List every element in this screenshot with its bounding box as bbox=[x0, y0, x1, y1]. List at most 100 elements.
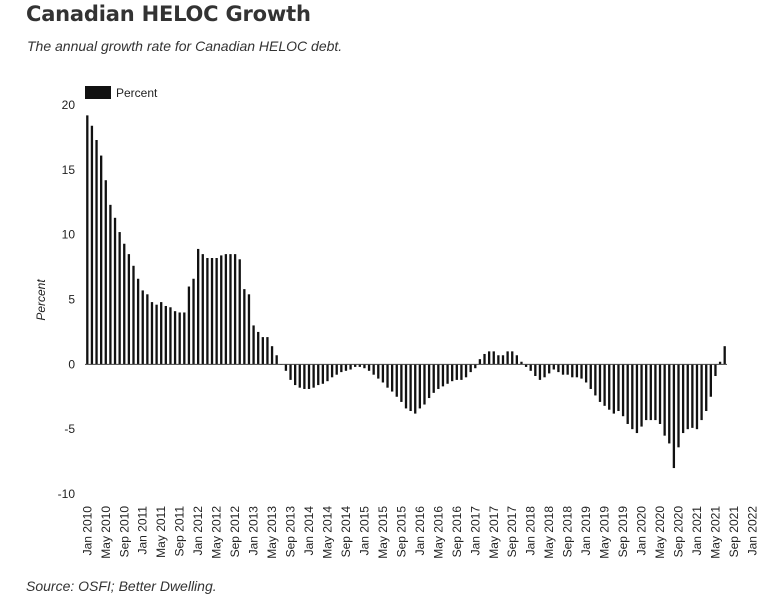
x-tick-label: Jan 2017 bbox=[468, 506, 482, 556]
bar bbox=[197, 248, 200, 365]
x-tick-labels: Jan 2010 May 2010 Sep 2010 Jan 2011 May 2011… bbox=[80, 506, 759, 559]
bar bbox=[141, 290, 144, 365]
bar-series bbox=[86, 115, 726, 469]
bar bbox=[515, 355, 518, 365]
bar bbox=[270, 346, 274, 365]
bar bbox=[95, 140, 98, 365]
bar bbox=[238, 259, 241, 365]
x-tick-label: Jan 2012 bbox=[191, 506, 205, 556]
x-tick-label: May 2019 bbox=[598, 506, 612, 559]
bar bbox=[543, 364, 546, 378]
bar bbox=[247, 294, 251, 365]
bar bbox=[132, 265, 135, 365]
x-tick-label: Sep 2016 bbox=[450, 506, 464, 558]
bar bbox=[146, 294, 149, 365]
bar bbox=[511, 351, 514, 365]
bar bbox=[173, 311, 177, 365]
bar bbox=[469, 364, 472, 373]
x-tick-label: Sep 2021 bbox=[727, 506, 741, 558]
bar bbox=[557, 364, 560, 373]
bar bbox=[381, 364, 385, 383]
x-tick-label: Jan 2011 bbox=[136, 506, 150, 555]
bar bbox=[460, 364, 463, 380]
x-tick-label: May 2011 bbox=[154, 506, 168, 558]
y-tick-label: 15 bbox=[62, 163, 76, 177]
bar bbox=[612, 364, 615, 414]
bar bbox=[640, 364, 643, 427]
bar bbox=[705, 364, 708, 412]
bar bbox=[427, 364, 431, 399]
bar bbox=[658, 364, 662, 424]
x-tick-label: Sep 2012 bbox=[228, 506, 242, 558]
x-tick-label: Jan 2019 bbox=[579, 506, 593, 556]
bar bbox=[668, 364, 671, 444]
bar bbox=[206, 258, 209, 365]
bar bbox=[497, 355, 500, 365]
x-tick-label: Jan 2013 bbox=[247, 506, 261, 556]
bar bbox=[233, 254, 237, 365]
bar bbox=[86, 115, 89, 365]
bar bbox=[561, 364, 565, 375]
bar bbox=[681, 364, 685, 434]
bar bbox=[224, 254, 228, 365]
bar bbox=[432, 364, 435, 393]
bar bbox=[289, 364, 292, 380]
bar bbox=[150, 302, 154, 365]
bar bbox=[529, 364, 532, 371]
bar bbox=[321, 364, 325, 384]
y-tick-label: -5 bbox=[64, 422, 75, 436]
bar bbox=[229, 254, 232, 365]
bar bbox=[344, 364, 348, 371]
x-tick-label: May 2010 bbox=[99, 506, 113, 559]
bar bbox=[423, 364, 426, 405]
y-tick-label: 20 bbox=[62, 98, 76, 112]
x-tick-label: May 2016 bbox=[431, 506, 445, 559]
x-tick-label: Jan 2016 bbox=[413, 506, 427, 556]
bar bbox=[483, 353, 486, 365]
bar bbox=[594, 364, 597, 396]
x-tick-label: Sep 2020 bbox=[672, 506, 686, 558]
bar bbox=[691, 364, 694, 428]
bar bbox=[100, 155, 103, 365]
bar bbox=[520, 361, 523, 365]
x-tick-label: Sep 2015 bbox=[394, 506, 408, 558]
bar bbox=[118, 232, 121, 365]
bar bbox=[340, 364, 343, 373]
bar bbox=[109, 204, 112, 365]
bar bbox=[317, 364, 320, 386]
y-axis-title: Percent bbox=[34, 279, 48, 321]
x-tick-label: Sep 2014 bbox=[339, 506, 353, 558]
bar bbox=[723, 346, 726, 365]
bar bbox=[617, 364, 620, 412]
bar bbox=[284, 364, 288, 371]
legend-swatch bbox=[85, 86, 111, 99]
bar bbox=[372, 364, 375, 375]
bar bbox=[700, 364, 703, 421]
bar bbox=[183, 312, 186, 365]
bar bbox=[261, 337, 264, 365]
bar bbox=[714, 364, 717, 376]
x-tick-label: May 2015 bbox=[376, 506, 390, 559]
bar bbox=[104, 180, 107, 365]
bar bbox=[275, 355, 278, 365]
x-tick-label: Sep 2013 bbox=[284, 506, 298, 558]
bar bbox=[501, 355, 505, 365]
bar bbox=[621, 364, 625, 417]
y-tick-label: -10 bbox=[58, 487, 76, 501]
bar bbox=[390, 364, 394, 392]
bar bbox=[695, 364, 699, 430]
x-tick-label: Jan 2015 bbox=[357, 506, 371, 556]
bar bbox=[534, 364, 537, 376]
bar bbox=[552, 364, 555, 370]
bar bbox=[608, 364, 611, 410]
bar bbox=[252, 325, 255, 365]
x-tick-label: Sep 2011 bbox=[173, 506, 187, 557]
bar bbox=[164, 305, 167, 365]
y-tick-label: 10 bbox=[62, 228, 76, 242]
bar bbox=[123, 243, 126, 365]
bar bbox=[418, 364, 422, 409]
x-tick-label: Sep 2019 bbox=[616, 506, 630, 558]
bar bbox=[404, 364, 408, 409]
bar bbox=[358, 364, 361, 367]
